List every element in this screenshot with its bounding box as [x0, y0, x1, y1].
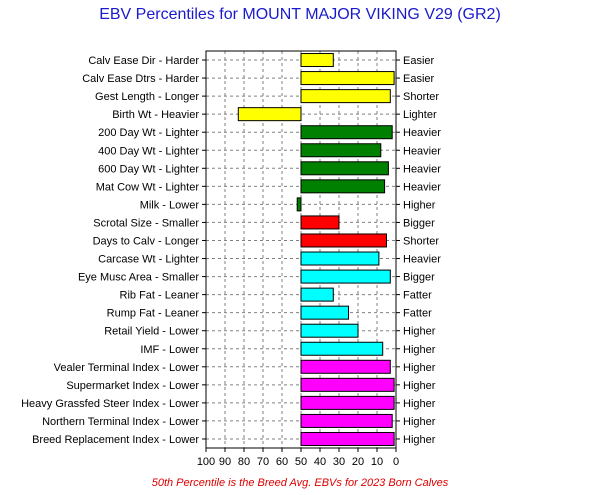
row-right-label: Heavier [403, 145, 441, 157]
row-right-label: Higher [403, 398, 436, 410]
row-label: Retail Yield - Lower [104, 326, 199, 338]
bar [237, 107, 302, 122]
x-tick-label: 100 [197, 456, 215, 468]
row-right-label: Easier [403, 55, 435, 67]
row-right-label: Higher [403, 380, 436, 392]
row-label: Carcase Wt - Lighter [98, 254, 199, 266]
bar [300, 161, 389, 176]
row-label: Birth Wt - Heavier [112, 109, 199, 121]
x-tick-label: 90 [219, 456, 231, 468]
bar [300, 269, 391, 284]
bar [300, 143, 382, 158]
row-label: IMF - Lower [140, 344, 199, 356]
bar [300, 89, 391, 104]
row-label: 600 Day Wt - Lighter [98, 163, 199, 175]
row-label: Gest Length - Longer [95, 91, 199, 103]
row-label: Calv Ease Dtrs - Harder [82, 73, 199, 85]
row-right-label: Heavier [403, 181, 441, 193]
bar [300, 413, 393, 428]
row-right-label: Heavier [403, 127, 441, 139]
row-right-label: Heavier [403, 254, 441, 266]
bar [300, 215, 340, 230]
row-right-label: Higher [403, 344, 436, 356]
row-labels: Calv Ease Dir - Harder Easier Calv Ease Dt… [21, 55, 441, 446]
bar [300, 179, 386, 194]
bar [300, 53, 334, 68]
row-label: Heavy Grassfed Steer Index - Lower [21, 398, 199, 410]
bar [300, 305, 349, 320]
row-right-label: Heavier [403, 163, 441, 175]
row-label: 200 Day Wt - Lighter [98, 127, 199, 139]
x-axis-ticks: 100 90 80 70 60 50 40 30 20 10 0 [197, 448, 399, 468]
x-tick-label: 30 [333, 456, 345, 468]
row-right-label: Higher [403, 362, 436, 374]
x-tick-label: 0 [393, 456, 399, 468]
row-right-label: Bigger [403, 272, 435, 284]
x-tick-label: 40 [314, 456, 326, 468]
row-label: Mat Cow Wt - Lighter [96, 181, 200, 193]
chart-title: EBV Percentiles for MOUNT MAJOR VIKING V… [99, 6, 501, 23]
row-right-label: Higher [403, 326, 436, 338]
row-right-label: Bigger [403, 217, 435, 229]
row-right-label: Fatter [403, 308, 432, 320]
row-label: Vealer Terminal Index - Lower [54, 362, 200, 374]
row-label: Rib Fat - Leaner [120, 290, 200, 302]
row-label: Northern Terminal Index - Lower [42, 416, 199, 428]
x-tick-label: 60 [276, 456, 288, 468]
x-tick-label: 50 [295, 456, 307, 468]
row-right-label: Higher [403, 416, 436, 428]
bar [300, 71, 395, 86]
bar [300, 395, 395, 410]
bar [296, 197, 302, 212]
bar [300, 125, 393, 140]
bar [300, 341, 384, 356]
bar [300, 251, 380, 266]
row-right-label: Shorter [403, 235, 439, 247]
bar [300, 287, 334, 302]
bar [300, 359, 391, 374]
bar [300, 323, 359, 338]
row-label: Supermarket Index - Lower [66, 380, 199, 392]
row-right-label: Higher [403, 434, 436, 446]
row-right-label: Higher [403, 199, 436, 211]
x-tick-label: 70 [257, 456, 269, 468]
bar-series [237, 53, 395, 446]
row-right-label: Shorter [403, 91, 439, 103]
row-label: Eye Musc Area - Smaller [78, 272, 199, 284]
x-tick-label: 80 [238, 456, 250, 468]
bar [300, 377, 395, 392]
row-right-label: Fatter [403, 290, 432, 302]
bar [300, 431, 395, 446]
chart-footer-note: 50th Percentile is the Breed Avg. EBVs f… [151, 477, 449, 489]
row-right-label: Easier [403, 73, 435, 85]
row-label: Days to Calv - Longer [93, 235, 200, 247]
x-tick-label: 10 [371, 456, 383, 468]
row-label: Milk - Lower [140, 199, 200, 211]
row-label: Breed Replacement Index - Lower [32, 434, 199, 446]
row-label: Rump Fat - Leaner [107, 308, 200, 320]
row-label: 400 Day Wt - Lighter [98, 145, 199, 157]
row-label: Scrotal Size - Smaller [93, 217, 199, 229]
row-label: Calv Ease Dir - Harder [88, 55, 199, 67]
bar [300, 233, 387, 248]
row-right-label: Lighter [403, 109, 437, 121]
x-tick-label: 20 [352, 456, 364, 468]
